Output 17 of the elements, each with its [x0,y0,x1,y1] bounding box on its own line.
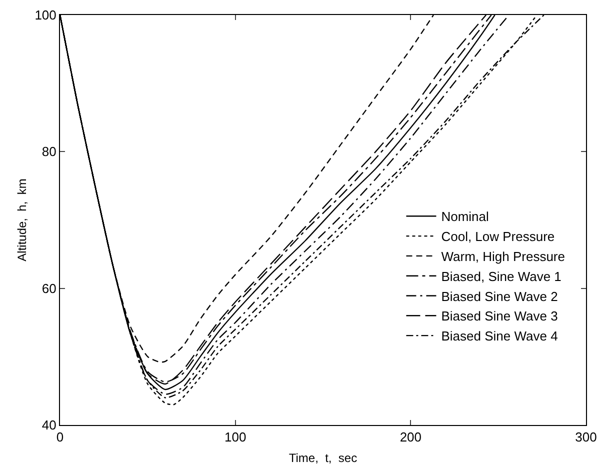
x-tick-label: 0 [56,430,64,445]
legend-label: Warm, High Pressure [441,249,565,264]
y-tick-label: 40 [42,418,56,433]
x-tick-label: 100 [224,430,246,445]
y-axis-title: Altitude, h, km [15,178,29,262]
y-tick-label: 60 [42,280,56,296]
y-tick-label: 100 [34,8,56,23]
legend-label: Nominal [441,209,490,224]
x-axis-title: Time, t, sec [288,451,358,465]
legend-label: Biased, Sine Wave 1 [441,268,562,284]
x-tick-label: 200 [400,430,422,445]
legend-label: Biased Sine Wave 4 [441,328,558,344]
legend-label: Cool, Low Pressure [441,229,555,244]
legend-label: Biased Sine Wave 2 [441,288,558,304]
legend-label: Biased Sine Wave 3 [441,308,558,324]
y-tick-label: 80 [42,144,56,160]
x-tick-label: 300 [575,430,597,445]
